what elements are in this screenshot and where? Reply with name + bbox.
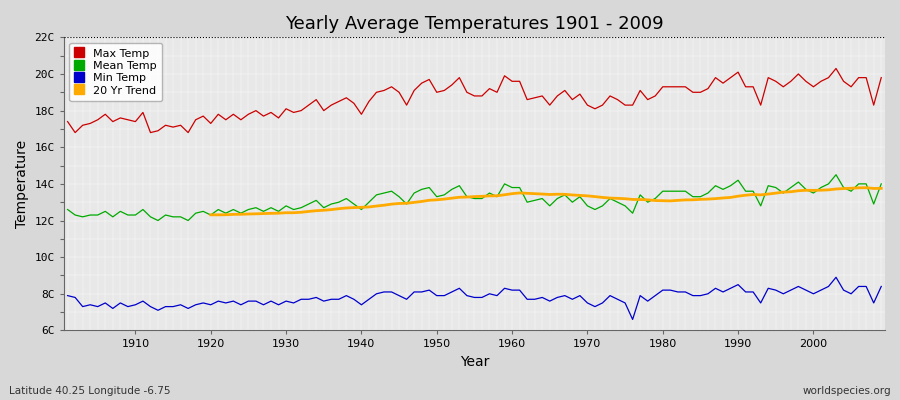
20 Yr Trend bbox=[860, 185, 871, 190]
Max Temp bbox=[130, 119, 140, 124]
Min Temp bbox=[62, 293, 73, 298]
20 Yr Trend bbox=[876, 186, 886, 191]
20 Yr Trend bbox=[205, 212, 216, 217]
Mean Temp bbox=[507, 185, 517, 190]
Y-axis label: Temperature: Temperature bbox=[15, 140, 29, 228]
Legend: Max Temp, Mean Temp, Min Temp, 20 Yr Trend: Max Temp, Mean Temp, Min Temp, 20 Yr Tre… bbox=[69, 43, 162, 101]
Max Temp bbox=[831, 66, 842, 71]
Max Temp bbox=[605, 94, 616, 98]
20 Yr Trend bbox=[853, 186, 864, 190]
20 Yr Trend bbox=[786, 189, 796, 194]
X-axis label: Year: Year bbox=[460, 355, 489, 369]
Min Temp bbox=[122, 304, 133, 309]
Max Temp bbox=[876, 75, 886, 80]
Max Temp bbox=[507, 79, 517, 84]
Min Temp bbox=[597, 300, 608, 305]
Max Temp bbox=[341, 95, 352, 100]
Max Temp bbox=[62, 119, 73, 124]
20 Yr Trend bbox=[417, 199, 428, 204]
20 Yr Trend bbox=[680, 198, 691, 202]
Mean Temp bbox=[122, 213, 133, 218]
Mean Temp bbox=[341, 196, 352, 201]
20 Yr Trend bbox=[303, 209, 314, 214]
Min Temp bbox=[333, 297, 344, 302]
Line: Max Temp: Max Temp bbox=[68, 68, 881, 132]
Mean Temp bbox=[514, 185, 525, 190]
Min Temp bbox=[507, 288, 517, 292]
Min Temp bbox=[876, 284, 886, 289]
Mean Temp bbox=[296, 205, 307, 210]
Max Temp bbox=[296, 108, 307, 113]
Mean Temp bbox=[831, 172, 842, 177]
Line: Min Temp: Min Temp bbox=[68, 277, 881, 320]
Max Temp bbox=[69, 130, 80, 135]
Min Temp bbox=[288, 300, 299, 305]
Text: Latitude 40.25 Longitude -6.75: Latitude 40.25 Longitude -6.75 bbox=[9, 386, 170, 396]
Mean Temp bbox=[153, 218, 164, 223]
Text: worldspecies.org: worldspecies.org bbox=[803, 386, 891, 396]
Line: Mean Temp: Mean Temp bbox=[68, 175, 881, 220]
Min Temp bbox=[627, 317, 638, 322]
Mean Temp bbox=[605, 196, 616, 201]
Max Temp bbox=[514, 79, 525, 84]
20 Yr Trend bbox=[770, 191, 781, 196]
Mean Temp bbox=[876, 182, 886, 186]
Min Temp bbox=[500, 286, 510, 291]
Mean Temp bbox=[62, 207, 73, 212]
Title: Yearly Average Temperatures 1901 - 2009: Yearly Average Temperatures 1901 - 2009 bbox=[285, 15, 663, 33]
20 Yr Trend bbox=[213, 212, 224, 217]
Line: 20 Yr Trend: 20 Yr Trend bbox=[211, 188, 881, 215]
Min Temp bbox=[831, 275, 842, 280]
